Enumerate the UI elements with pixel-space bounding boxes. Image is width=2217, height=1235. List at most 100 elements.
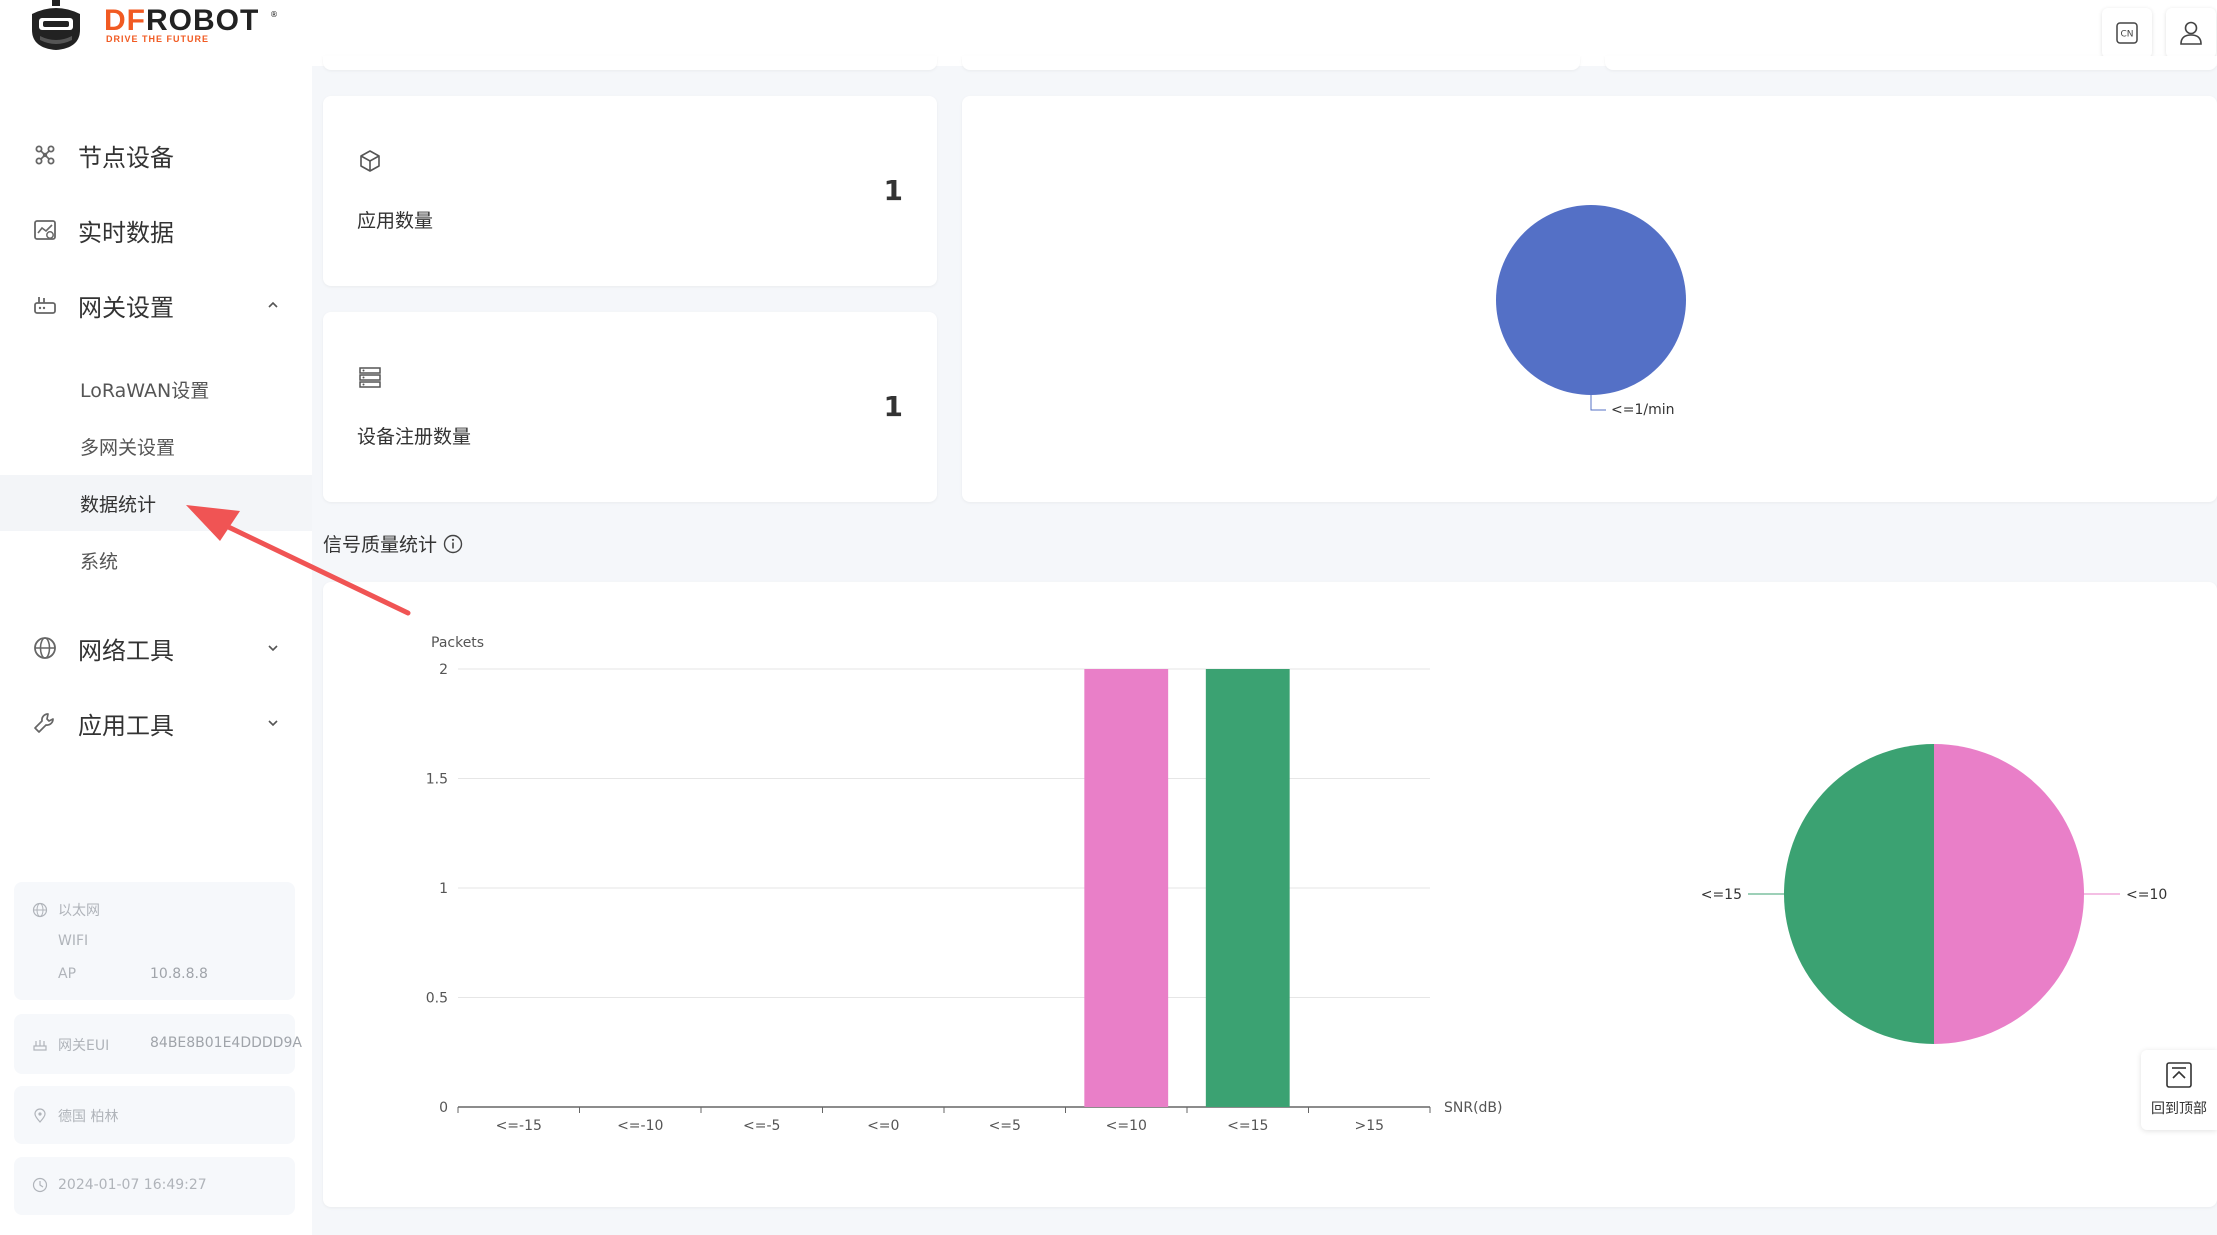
pie-slice[interactable] <box>1784 744 1934 1044</box>
signal-quality-title-text: 信号质量统计 <box>323 534 438 556</box>
submenu-label-multi-gateway: 多网关设置 <box>80 436 176 459</box>
registered-mark: ® <box>270 10 278 19</box>
user-button[interactable] <box>2166 8 2216 58</box>
brand-name-part1: DF <box>104 4 146 37</box>
location-pin-icon <box>34 1108 46 1123</box>
device-count-label: 设备注册数量 <box>357 426 472 448</box>
signal-quality-title: 信号质量统计 <box>323 530 463 557</box>
top-card-partial <box>1605 56 2217 70</box>
pie-slice[interactable] <box>1934 744 2084 1044</box>
snr-pie-chart: <=10 <=15 <box>1701 744 2167 1044</box>
device-count-value: 1 <box>883 390 903 423</box>
menu-label-realtime: 实时数据 <box>78 218 174 247</box>
menu-label-network-tools: 网络工具 <box>78 636 174 665</box>
globe-icon <box>34 637 56 659</box>
cube-icon <box>360 150 380 172</box>
location-card: 德国 柏林 <box>14 1086 295 1144</box>
brand-name-part2: ROBOT <box>146 4 260 37</box>
user-icon <box>2180 21 2202 45</box>
bar[interactable] <box>1205 669 1290 1107</box>
menu-item-nodes[interactable]: 节点设备 <box>0 127 312 183</box>
chevron-down-icon <box>268 720 278 727</box>
language-icon: CN <box>2116 22 2138 44</box>
submenu-lorawan[interactable]: LoRaWAN设置 <box>0 361 312 417</box>
top-card-partial <box>962 56 1580 70</box>
server-list-icon <box>359 367 381 388</box>
wifi-label: WIFI <box>58 933 89 949</box>
gateway-eui-value: 84BE8B01E4DDDD9A <box>150 1035 302 1051</box>
x-tick-label: <=-5 <box>743 1118 780 1134</box>
submenu-label-data-statistics: 数据统计 <box>80 493 157 516</box>
wrench-icon <box>34 713 54 733</box>
submenu-multi-gateway[interactable]: 多网关设置 <box>0 418 312 474</box>
bar[interactable] <box>1084 669 1169 1107</box>
menu-label-app-tools: 应用工具 <box>78 711 174 740</box>
pie-slice-label: <=15 <box>1701 887 1742 903</box>
x-tick-label: <=0 <box>867 1118 899 1134</box>
menu-item-realtime[interactable]: 实时数据 <box>0 202 312 258</box>
chevron-up-icon <box>268 301 278 308</box>
menu-label-gateway-settings: 网关设置 <box>78 293 174 322</box>
gateway-eui-card: 网关EUI 84BE8B01E4DDDD9A <box>14 1014 302 1074</box>
rate-pie-card: <=1/min <box>962 96 2217 502</box>
device-count-card: 设备注册数量 1 <box>323 312 937 502</box>
logo[interactable]: DFROBOT ® DRIVE THE FUTURE <box>26 0 286 56</box>
pie-label-line <box>1590 395 1606 411</box>
brand-tagline: DRIVE THE FUTURE <box>106 34 210 44</box>
robot-logo-icon <box>32 0 80 50</box>
gateway-icon <box>33 1040 47 1051</box>
chevron-down-icon <box>268 645 278 652</box>
ap-label: AP <box>58 966 77 982</box>
rate-pie-chart: <=1/min <box>1496 205 1686 418</box>
y-tick-label: 0.5 <box>426 991 448 1007</box>
sidebar: DFROBOT ® DRIVE THE FUTURE 节点设备 实时数据 <box>0 0 312 1235</box>
menu-label-nodes: 节点设备 <box>78 143 174 172</box>
pie-slice-label: <=10 <box>2126 887 2167 903</box>
x-tick-label: <=15 <box>1227 1118 1268 1134</box>
submenu-label-lorawan: LoRaWAN设置 <box>80 379 210 402</box>
clock-icon <box>32 1177 48 1193</box>
language-button[interactable]: CN <box>2102 8 2152 58</box>
realtime-chart-icon <box>34 220 56 240</box>
app-count-value: 1 <box>883 174 903 207</box>
back-to-top-label: 回到顶部 <box>2151 1101 2207 1117</box>
annotation-arrow-icon <box>186 505 411 616</box>
info-circle-icon[interactable] <box>443 534 463 554</box>
pie-slice-label: <=1/min <box>1611 402 1675 418</box>
x-tick-label: <=10 <box>1106 1118 1147 1134</box>
signal-chart-card: Packets 0 0.5 1 1.5 2 <=-15 <=-10 <=-5 <=0 <=5 <=10… <box>323 582 2217 1207</box>
language-code: CN <box>2120 30 2133 40</box>
y-tick-label: 1.5 <box>426 772 448 788</box>
top-card-partial <box>323 56 937 70</box>
snr-bar-chart: Packets 0 0.5 1 1.5 2 <=-15 <=-10 <=-5 <=0 <=5 <=10… <box>426 635 1503 1134</box>
top-header: CN <box>312 0 2217 66</box>
menu-item-app-tools[interactable]: 应用工具 <box>0 695 312 751</box>
y-tick-label: 2 <box>439 662 448 678</box>
ap-value: 10.8.8.8 <box>150 966 208 982</box>
network-info-card: 以太网 WIFI AP 10.8.8.8 <box>14 882 295 1000</box>
nodes-icon <box>35 145 55 165</box>
menu-item-network-tools[interactable]: 网络工具 <box>0 620 312 676</box>
x-tick-label: <=5 <box>989 1118 1021 1134</box>
ethernet-label: 以太网 <box>58 903 100 919</box>
x-axis-label: SNR(dB) <box>1444 1100 1503 1116</box>
y-tick-label: 0 <box>439 1100 448 1116</box>
arrow-up-icon <box>2166 1062 2192 1088</box>
router-icon <box>34 297 56 314</box>
app-count-card: 应用数量 1 <box>323 96 937 286</box>
x-tick-label: <=-10 <box>617 1118 663 1134</box>
x-tick-label: >15 <box>1354 1118 1384 1134</box>
submenu-label-system: 系统 <box>80 550 119 573</box>
back-to-top-button[interactable]: 回到顶部 <box>2141 1050 2217 1130</box>
datetime-card: 2024-01-07 16:49:27 <box>14 1157 295 1215</box>
submenu-data-statistics[interactable]: 数据统计 <box>0 475 312 531</box>
pie-slice[interactable] <box>1496 205 1686 395</box>
menu-item-gateway-settings[interactable]: 网关设置 <box>0 277 312 333</box>
datetime-text: 2024-01-07 16:49:27 <box>58 1177 207 1193</box>
y-axis-label: Packets <box>431 635 484 651</box>
submenu-system[interactable]: 系统 <box>0 532 312 588</box>
location-text: 德国 柏林 <box>58 1109 119 1125</box>
x-tick-label: <=-15 <box>496 1118 542 1134</box>
app-count-label: 应用数量 <box>357 210 434 232</box>
y-tick-label: 1 <box>439 881 448 897</box>
